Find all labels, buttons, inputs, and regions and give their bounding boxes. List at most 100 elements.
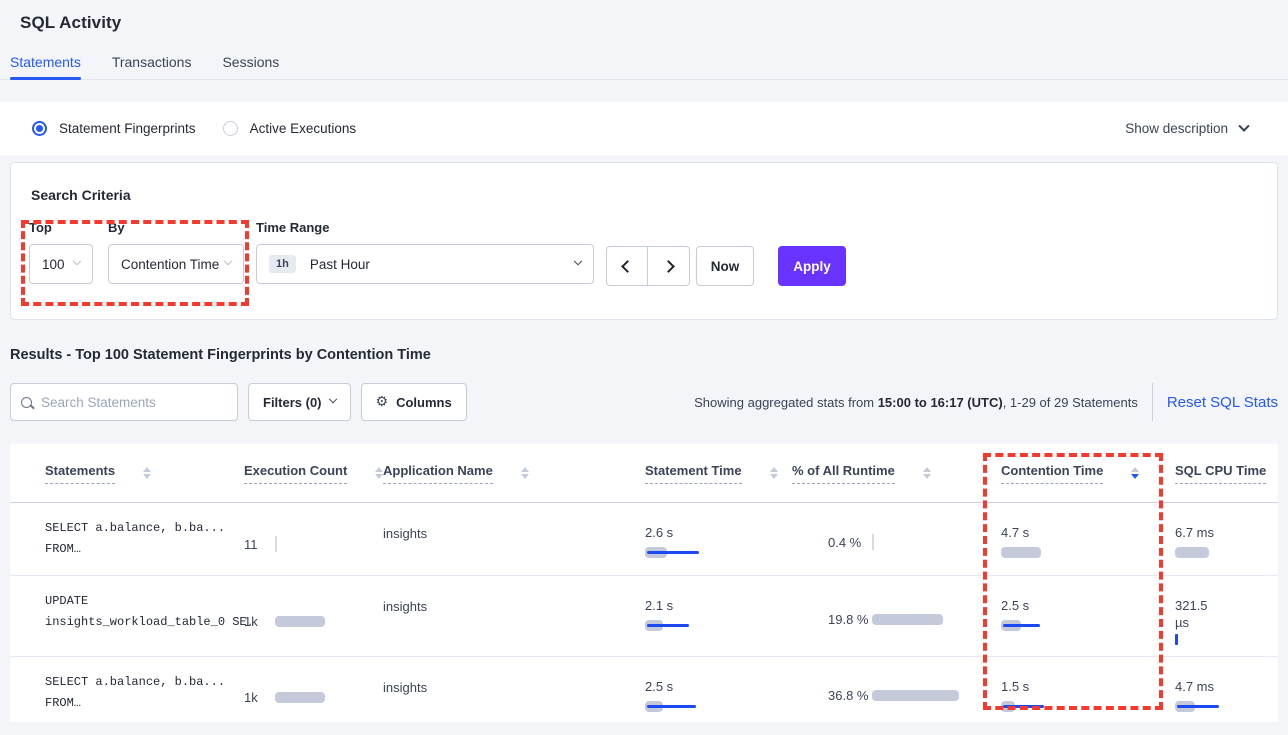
metric-value: 2.5 s <box>1001 598 1030 613</box>
metric-bar <box>1001 701 1044 712</box>
chevron-down-icon <box>328 394 337 404</box>
time-range-select[interactable]: 1h Past Hour <box>256 244 594 284</box>
bar-gray-segment <box>275 615 325 627</box>
by-field-group: By Contention Time <box>108 220 244 284</box>
sort-arrows-icon[interactable] <box>375 467 384 479</box>
statement-fingerprint-text[interactable]: SELECT a.balance, b.ba... <box>45 521 226 535</box>
column-header-label[interactable]: Execution Count <box>244 463 348 484</box>
column-header-label[interactable]: Contention Time <box>1001 463 1104 484</box>
column-header-contention-time[interactable]: Contention Time <box>991 463 1165 484</box>
search-criteria-panel: Search Criteria Top 100 By Contention Ti… <box>10 162 1278 320</box>
sort-desc-icon <box>769 474 778 479</box>
chevron-right-icon <box>662 259 675 273</box>
metric-bar <box>645 547 699 558</box>
statement-cell[interactable]: SELECT a.balance, b.ba... FROM… <box>10 503 234 575</box>
apply-button[interactable]: Apply <box>778 246 846 286</box>
column-header-label[interactable]: % of All Runtime <box>792 463 895 484</box>
statement-cell[interactable]: UPDATE insights_workload_table_0 SE… <box>10 576 254 656</box>
time-range-label: Time Range <box>256 220 330 235</box>
column-header-execution-count[interactable]: Execution Count <box>234 463 384 484</box>
column-header-label[interactable]: Application Name <box>383 463 493 484</box>
metric-value: 2.1 s <box>645 598 674 613</box>
by-select[interactable]: Contention Time <box>108 244 244 284</box>
sort-arrows-icon[interactable] <box>143 467 152 479</box>
radio-unselected-icon[interactable] <box>222 121 238 136</box>
bar-gray-segment <box>872 613 943 625</box>
bar-gray-segment <box>1175 547 1209 558</box>
column-header-statement-time[interactable]: Statement Time <box>635 463 782 484</box>
statement-time-cell: 2.6 s <box>635 503 782 575</box>
metric-value: 11 <box>244 536 258 552</box>
search-statements-box <box>10 383 238 421</box>
contention-time-cell: 4.7 s <box>991 503 1165 575</box>
status-suffix: , 1-29 of 29 Statements <box>1002 394 1138 410</box>
radio-active-executions[interactable]: Active Executions <box>222 121 356 136</box>
chevron-down-icon <box>573 256 583 266</box>
statement-fingerprint-text[interactable]: insights_workload_table_0 SE… <box>45 615 254 629</box>
metric-bar <box>645 701 696 712</box>
time-range-value: Past Hour <box>309 256 370 272</box>
metric-bar <box>1175 701 1219 712</box>
time-range-badge: 1h <box>269 255 296 273</box>
sort-asc-icon <box>1131 467 1140 472</box>
previous-range-button[interactable] <box>607 247 648 285</box>
application-name-cell: insights <box>383 526 428 541</box>
tab-sessions[interactable]: Sessions <box>222 54 280 70</box>
top-select[interactable]: 100 <box>29 244 93 284</box>
metric-bar <box>1001 620 1040 631</box>
top-label: Top <box>29 220 52 235</box>
table-row: SELECT a.balance, b.ba... FROM… 1k insights… <box>10 656 1278 722</box>
tab-bar: Statements Transactions Sessions <box>0 50 1288 80</box>
time-range-step-buttons <box>606 246 690 286</box>
sql-cpu-time-cell: 6.7 ms <box>1165 503 1278 575</box>
search-statements-input[interactable] <box>41 394 227 410</box>
application-name-cell: insights <box>383 680 428 695</box>
statement-fingerprint-text[interactable]: SELECT a.balance, b.ba... <box>45 675 226 689</box>
statement-cell[interactable]: SELECT a.balance, b.ba... FROM… <box>10 657 234 722</box>
bar-blue-line <box>647 705 696 708</box>
now-button[interactable]: Now <box>696 246 754 286</box>
page-title: SQL Activity <box>20 13 122 32</box>
bar-blue-line <box>647 624 689 627</box>
radio-statement-fingerprints[interactable]: Statement Fingerprints <box>32 121 196 136</box>
radio-selected-icon[interactable] <box>32 121 47 136</box>
metric-bar <box>1175 547 1209 558</box>
sort-asc-icon <box>520 467 529 472</box>
filters-button[interactable]: Filters (0) <box>248 383 351 421</box>
next-range-button[interactable] <box>648 247 689 285</box>
chevron-down-icon <box>1238 120 1250 132</box>
statement-fingerprint-text[interactable]: FROM… <box>45 542 82 556</box>
top-field-group: Top 100 <box>29 220 93 284</box>
column-header-label[interactable]: SQL CPU Time <box>1175 463 1267 484</box>
bar-gray-segment <box>1001 547 1041 558</box>
reset-sql-stats-link[interactable]: Reset SQL Stats <box>1166 393 1278 411</box>
column-header--of-all-runtime[interactable]: % of All Runtime <box>782 463 991 484</box>
metric-bar <box>275 692 325 703</box>
sort-arrows-icon[interactable] <box>769 467 778 479</box>
metric-value: 36.8 % <box>828 688 869 703</box>
statement-fingerprint-text[interactable]: FROM… <box>45 696 82 710</box>
sort-asc-icon <box>922 467 931 472</box>
column-header-label[interactable]: Statements <box>45 463 116 484</box>
metric-value: 6.7 ms <box>1175 525 1215 540</box>
metric-bar <box>1001 547 1041 558</box>
sort-arrows-icon[interactable] <box>1131 467 1140 479</box>
column-header-statements[interactable]: Statements <box>10 463 234 484</box>
column-header-label[interactable]: Statement Time <box>645 463 742 484</box>
contention-time-cell: 2.5 s <box>991 576 1165 656</box>
show-description-toggle[interactable]: Show description <box>1125 120 1250 136</box>
results-heading: Results - Top 100 Statement Fingerprints… <box>10 347 431 363</box>
columns-button-label: Columns <box>396 394 452 410</box>
statement-fingerprint-text[interactable]: UPDATE <box>45 594 89 608</box>
chevron-down-icon <box>72 256 82 266</box>
tab-statements[interactable]: Statements <box>10 54 81 80</box>
tab-transactions[interactable]: Transactions <box>111 54 192 70</box>
statement-time-cell: 2.5 s <box>635 657 782 722</box>
metric-value: 321.5 µs <box>1175 598 1208 630</box>
sort-arrows-icon[interactable] <box>520 467 529 479</box>
column-header-sql-cpu-time[interactable]: SQL CPU Time <box>1165 463 1278 484</box>
columns-button[interactable]: ⚙ Columns <box>360 383 467 421</box>
column-header-application-name[interactable]: Application Name <box>373 463 635 484</box>
sort-arrows-icon[interactable] <box>922 467 931 479</box>
search-icon <box>21 396 32 408</box>
